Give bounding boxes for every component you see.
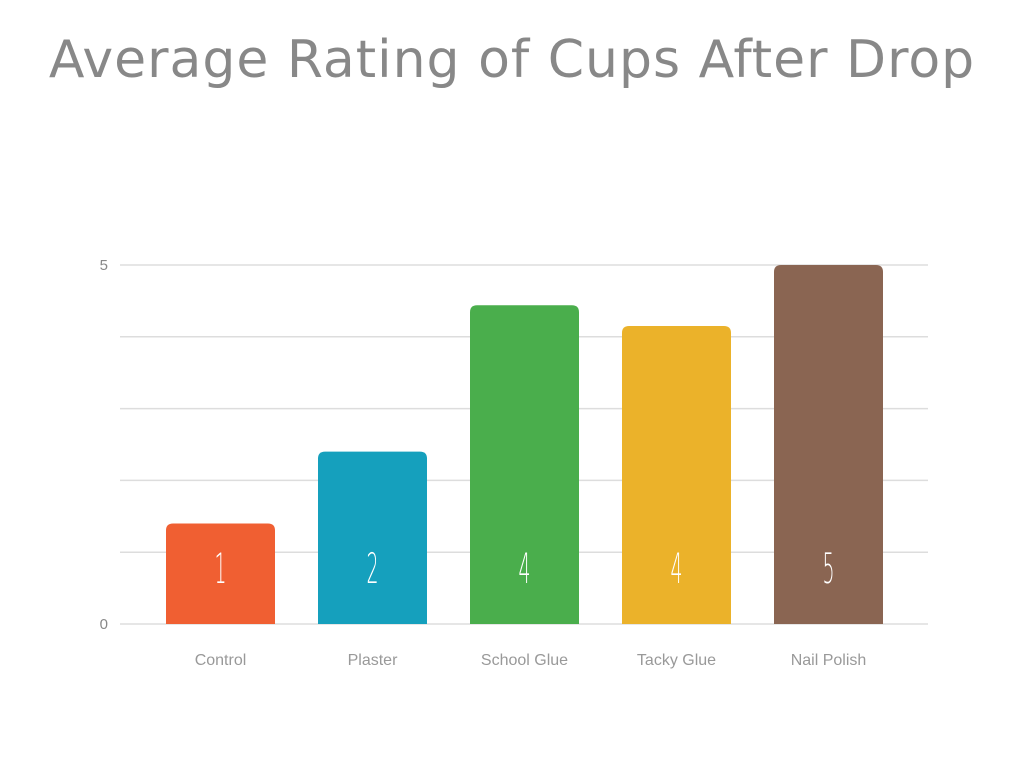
bar xyxy=(470,305,579,624)
x-tick-label: Tacky Glue xyxy=(637,652,716,669)
x-tick-label: Plaster xyxy=(348,652,398,669)
data-label: 2 xyxy=(366,544,378,593)
bar xyxy=(622,326,731,624)
y-tick-label: 0 xyxy=(100,616,108,633)
data-label: 4 xyxy=(670,544,682,593)
x-tick-label: Control xyxy=(195,652,247,669)
x-tick-label: Nail Polish xyxy=(791,652,867,669)
y-tick-label: 5 xyxy=(100,257,108,274)
bar xyxy=(774,265,883,624)
data-label: 4 xyxy=(518,544,530,593)
chart-title: Average Rating of Cups After Drop xyxy=(48,30,976,90)
bar xyxy=(166,523,275,624)
bar xyxy=(318,451,427,624)
x-tick-label: School Glue xyxy=(481,652,568,669)
data-label: 1 xyxy=(214,544,226,593)
data-label: 5 xyxy=(822,544,834,593)
